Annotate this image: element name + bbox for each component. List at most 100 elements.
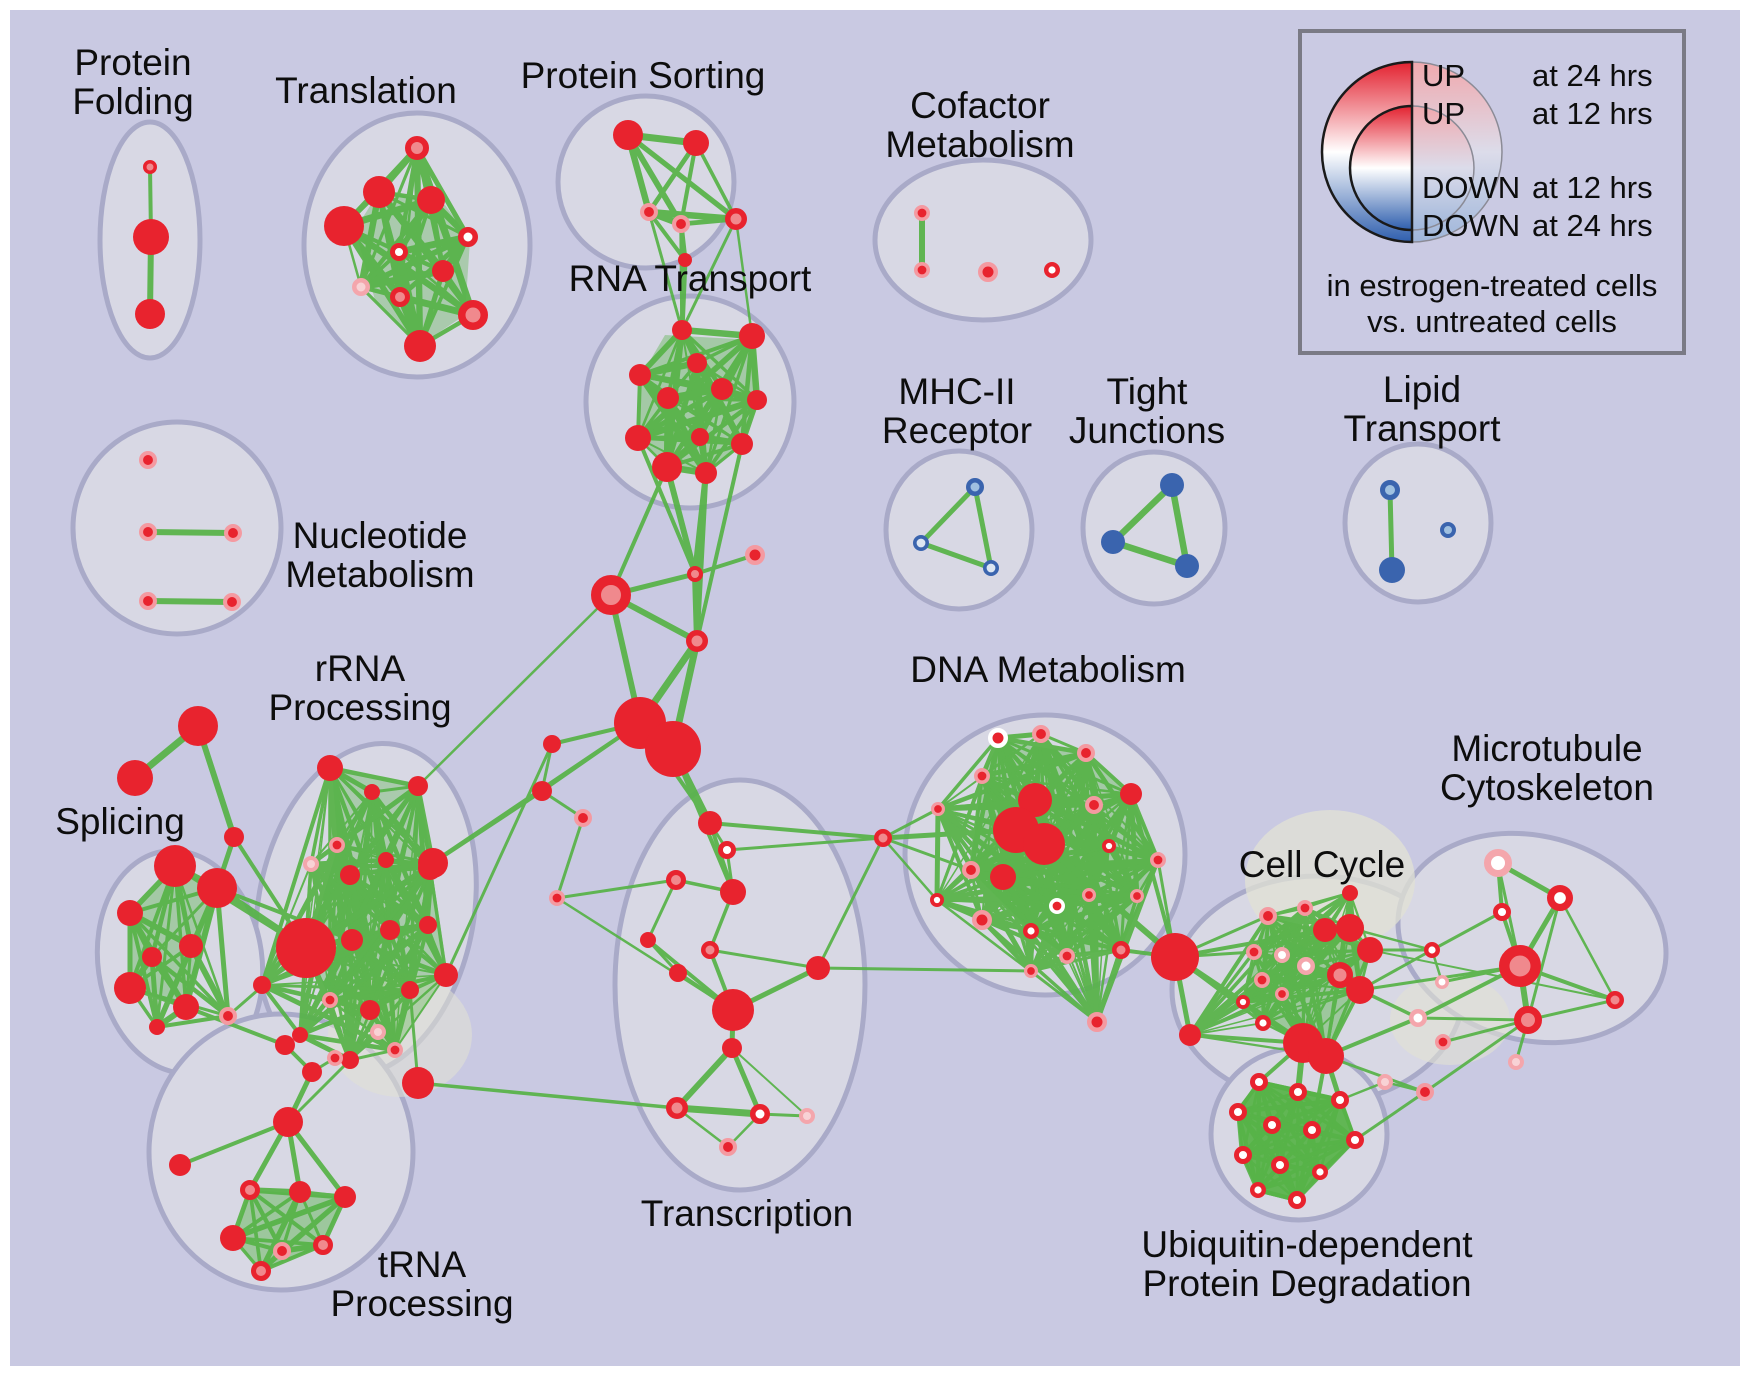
node-tk2: [687, 566, 703, 582]
network-edge: [645, 208, 740, 223]
cluster-ellipse-tight-junctions: [1080, 449, 1228, 607]
node-dm16: [1049, 897, 1066, 914]
network-edge: [260, 766, 332, 987]
node-dm7: [1018, 783, 1052, 817]
network-edge: [1029, 948, 1123, 973]
network-edge: [357, 267, 447, 291]
node-dm14: [990, 864, 1016, 890]
node-cf1: [913, 261, 930, 278]
node-cc12: [1274, 987, 1289, 1002]
network-edge: [383, 857, 449, 978]
network-edge: [980, 918, 1099, 1024]
node-sp7: [149, 1019, 165, 1035]
network-edge: [1235, 1097, 1343, 1115]
network-edge: [349, 862, 434, 1061]
node-nm2: [223, 524, 242, 543]
network-edge: [348, 938, 354, 1062]
node-tr9: [458, 300, 488, 330]
node-tn8: [251, 1261, 271, 1281]
network-edge: [1416, 1016, 1530, 1022]
network-edge: [731, 1047, 808, 1117]
cluster-label-ubiquitin-degradation-line0: Ubiquitin-dependent: [1141, 1224, 1473, 1265]
node-rt0: [672, 320, 692, 340]
network-edge: [1086, 892, 1100, 1025]
legend-time-3: at 24 hrs: [1532, 208, 1653, 243]
node-mh0: [966, 478, 984, 496]
network-edge: [881, 807, 940, 840]
legend-time-1: at 12 hrs: [1532, 96, 1653, 131]
node-lt2: [1440, 522, 1456, 538]
node-rr12: [321, 991, 338, 1008]
node-tn3: [289, 1181, 311, 1203]
node-mc6: [1508, 1054, 1524, 1070]
node-ub9: [1311, 1163, 1328, 1180]
node-ps1: [683, 130, 709, 156]
network-edge: [647, 210, 684, 332]
network-edge: [918, 540, 994, 571]
node-dm23: [1151, 933, 1199, 981]
network-edge: [328, 998, 397, 1052]
node-cc3: [1246, 943, 1263, 960]
node-rr17: [341, 1051, 359, 1069]
node-tn6: [272, 1242, 291, 1261]
node-rt5: [657, 387, 679, 409]
node-tk3: [591, 575, 631, 615]
node-tc6: [701, 941, 719, 959]
node-rr15: [434, 963, 458, 987]
node-dm20: [1059, 947, 1076, 964]
node-mc3: [1499, 945, 1541, 987]
node-ub0: [1249, 1072, 1268, 1091]
network-edge: [184, 1005, 287, 1047]
node-tj2: [1175, 554, 1199, 578]
node-tk7: [543, 735, 561, 753]
network-edge: [881, 836, 939, 902]
network-edge: [935, 750, 1089, 812]
node-dm15: [972, 910, 992, 930]
node-cc18: [1423, 942, 1440, 959]
node-bg0: [302, 1062, 322, 1082]
network-edge: [979, 750, 1089, 779]
network-edge: [664, 464, 698, 577]
network-edge: [1241, 950, 1256, 1004]
cluster-label-rrna-processing-line1: Processing: [268, 687, 451, 728]
network-edge: [734, 217, 754, 338]
node-cf0: [913, 205, 930, 222]
network-edge: [1094, 947, 1124, 1025]
cluster-label-protein-folding-line1: Folding: [72, 81, 193, 122]
network-edge: [969, 868, 1099, 1024]
node-dm10: [962, 861, 981, 880]
node-cc21: [1435, 1034, 1452, 1051]
network-edge: [394, 974, 447, 1051]
network-edge: [1000, 857, 1161, 880]
node-tn0: [273, 1107, 303, 1137]
network-edge: [679, 222, 684, 332]
network-edge: [259, 982, 373, 1013]
network-edge: [1423, 1018, 1530, 1094]
node-rr0: [317, 755, 343, 781]
node-dm21: [1023, 964, 1038, 979]
network-edge: [937, 733, 1042, 810]
network-edge: [1002, 845, 1110, 878]
node-dm11: [1102, 838, 1117, 853]
node-dm22: [1112, 941, 1130, 959]
legend-direction-3: DOWN: [1422, 208, 1520, 243]
cluster-label-tight-junctions-line0: Tight: [1107, 371, 1189, 412]
network-edge: [665, 387, 724, 469]
cluster-label-splicing-line0: Splicing: [55, 801, 185, 842]
node-cc19: [1435, 975, 1449, 989]
node-tc0: [698, 811, 722, 835]
node-ub11: [1287, 1190, 1306, 1209]
network-edge: [1002, 876, 1032, 972]
node-rt3: [687, 353, 707, 373]
node-dm12: [1150, 851, 1167, 868]
legend-footer-line0: in estrogen-treated cells: [1327, 268, 1658, 303]
node-ps3: [672, 214, 691, 233]
network-edge: [1168, 481, 1191, 570]
network-edge: [1387, 487, 1395, 573]
node-tk6: [645, 721, 701, 777]
network-edge: [1001, 875, 1139, 898]
node-bg3: [370, 1024, 386, 1040]
node-tn2: [240, 1180, 260, 1200]
network-edge: [646, 140, 699, 215]
